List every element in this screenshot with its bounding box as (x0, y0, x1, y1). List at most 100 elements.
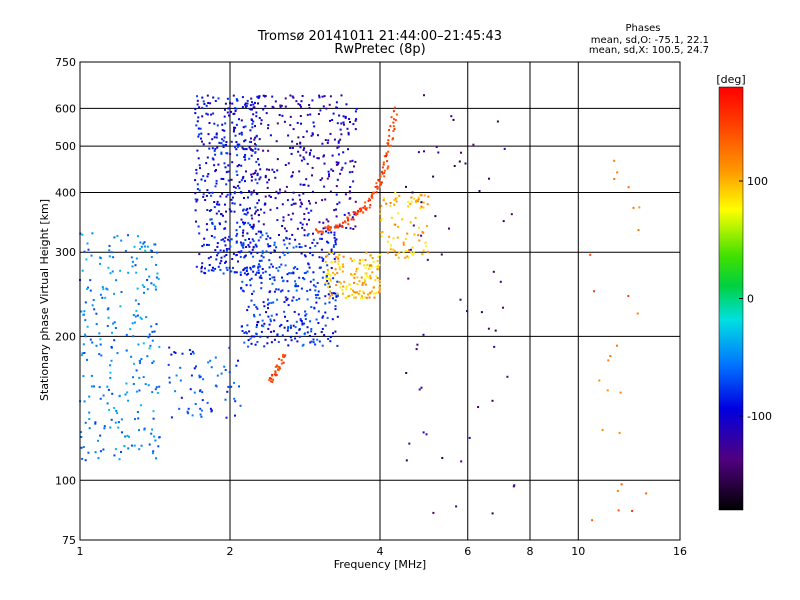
data-point (349, 227, 352, 230)
data-point (306, 113, 309, 116)
data-point (198, 253, 201, 256)
data-point (236, 174, 239, 176)
data-point (140, 444, 143, 447)
data-point (272, 378, 275, 381)
data-point (353, 273, 356, 276)
data-point (503, 147, 506, 150)
data-point (179, 366, 182, 369)
data-point (214, 100, 217, 102)
data-point (638, 206, 641, 209)
data-point (343, 213, 346, 216)
data-point (347, 295, 350, 298)
data-point (645, 492, 648, 495)
data-point (275, 288, 278, 291)
data-point (262, 108, 265, 111)
data-point (99, 343, 102, 346)
data-point (381, 231, 384, 233)
data-points (79, 94, 648, 522)
data-point (361, 295, 363, 298)
data-point (340, 94, 343, 97)
data-point (309, 280, 312, 283)
data-point (292, 324, 295, 327)
data-point (238, 251, 241, 254)
data-point (367, 293, 370, 296)
data-point (299, 146, 302, 149)
data-point (376, 185, 379, 188)
data-point (341, 263, 344, 266)
data-point (257, 239, 260, 242)
data-point (256, 172, 259, 175)
legend-line-o: mean, sd,O: -75.1, 22.1 (591, 35, 709, 46)
data-point (148, 333, 151, 336)
data-point (354, 225, 357, 228)
data-point (406, 255, 409, 258)
data-point (235, 123, 238, 126)
data-point (205, 194, 208, 197)
data-point (282, 279, 285, 282)
data-point (248, 245, 251, 248)
data-point (213, 122, 216, 125)
data-point (322, 105, 325, 108)
data-point (323, 162, 326, 165)
data-point (378, 264, 381, 267)
data-point (199, 413, 202, 416)
data-point (238, 132, 241, 135)
data-point (268, 323, 271, 326)
data-point (257, 269, 260, 272)
data-point (206, 189, 209, 192)
data-point (305, 151, 308, 154)
data-point (152, 452, 154, 455)
data-point (353, 213, 356, 216)
data-point (224, 398, 227, 401)
data-point (291, 233, 294, 236)
data-point (390, 116, 393, 119)
x-tick-label: 10 (571, 545, 585, 558)
data-point (248, 250, 251, 253)
data-point (240, 179, 243, 182)
data-point (259, 265, 262, 268)
data-point (352, 211, 355, 213)
data-point (304, 255, 307, 258)
data-point (211, 138, 214, 141)
data-point (235, 107, 238, 110)
data-point (371, 196, 374, 199)
data-point (356, 283, 359, 286)
data-point (246, 207, 249, 210)
data-point (175, 374, 178, 377)
data-point (291, 140, 294, 143)
data-point (326, 280, 329, 282)
data-point (251, 226, 254, 229)
data-point (318, 256, 321, 259)
data-point (413, 233, 416, 236)
data-point (133, 245, 136, 248)
data-point (98, 332, 101, 335)
data-point (310, 209, 313, 212)
data-point (393, 223, 396, 226)
data-point (321, 316, 324, 319)
data-point (217, 97, 220, 100)
data-point (334, 330, 337, 333)
data-point (241, 96, 244, 99)
colorbar-label: [deg] (716, 73, 745, 86)
data-point (320, 248, 323, 251)
data-point (420, 205, 423, 208)
data-point (241, 325, 243, 328)
data-point (361, 296, 364, 299)
data-point (261, 268, 264, 270)
data-point (422, 231, 425, 234)
data-point (267, 307, 269, 310)
data-point (264, 176, 267, 179)
data-point (333, 236, 336, 239)
data-point (154, 388, 157, 391)
data-point (258, 138, 261, 141)
data-point (299, 205, 302, 208)
data-point (233, 271, 236, 274)
data-point (277, 369, 280, 371)
data-point (237, 184, 240, 187)
data-point (257, 158, 259, 161)
data-point (219, 223, 221, 226)
data-point (252, 255, 254, 258)
data-point (97, 439, 99, 442)
data-point (116, 352, 119, 355)
data-point (316, 229, 318, 232)
